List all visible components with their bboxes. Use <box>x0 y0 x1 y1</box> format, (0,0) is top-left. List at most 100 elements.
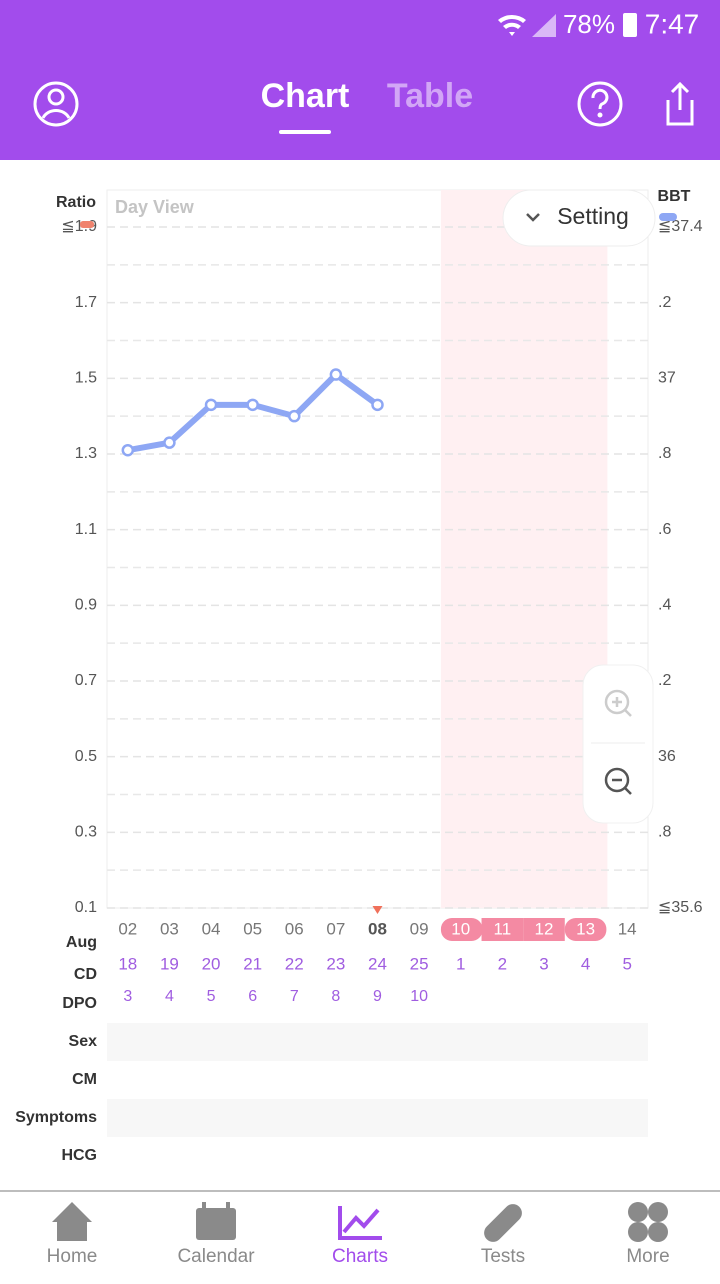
cd-value: 22 <box>285 954 304 973</box>
cd-value: 25 <box>410 954 429 973</box>
row-band <box>107 1023 648 1061</box>
y2-tick-label: .2 <box>658 672 671 689</box>
row-band <box>107 1099 648 1137</box>
tab-table[interactable]: Table <box>387 77 473 115</box>
home-icon <box>52 1202 92 1241</box>
dpo-label: DPO <box>62 995 97 1012</box>
date-label: 08 <box>368 919 387 938</box>
cd-value: 5 <box>622 954 631 973</box>
date-label: 11 <box>494 919 512 938</box>
dpo-value: 3 <box>123 988 132 1005</box>
period-pill <box>440 918 483 941</box>
bbt-legend-swatch <box>659 213 677 221</box>
y-tick-label: 1.3 <box>75 445 97 462</box>
cd-value: 23 <box>326 954 345 973</box>
bottom-nav: Home Calendar Charts Tests More <box>47 1246 670 1267</box>
cd-value: 3 <box>539 954 548 973</box>
row-label: Sex <box>69 1033 98 1050</box>
clock: 7:47 <box>645 8 700 39</box>
y2-tick-label: ≦35.6 <box>658 899 703 916</box>
y2-tick-label: .4 <box>658 597 671 614</box>
ratio-legend-swatch <box>80 221 94 228</box>
cd-value: 18 <box>118 954 137 973</box>
dpo-value: 9 <box>373 988 382 1005</box>
plot: ≦1.91.71.51.31.10.90.70.50.30.1≦37.4.237… <box>61 190 703 916</box>
y-tick-label: 0.9 <box>75 597 97 614</box>
row-label: HCG <box>61 1147 97 1164</box>
date-label: 09 <box>410 919 429 938</box>
period-band <box>440 190 608 908</box>
nav-label[interactable]: Calendar <box>177 1246 255 1267</box>
y-tick-label: 0.7 <box>75 672 97 689</box>
calendar-icon <box>196 1202 236 1240</box>
dpo-value: 7 <box>290 988 299 1005</box>
y2-axis-label: BBT <box>658 188 691 205</box>
y-tick-label: 0.3 <box>75 824 97 841</box>
cd-value: 24 <box>368 954 387 973</box>
help-button[interactable] <box>577 81 623 127</box>
cd-value: 4 <box>581 954 590 973</box>
more-icon <box>628 1202 668 1242</box>
row-label: CM <box>72 1071 97 1088</box>
battery-text: 78% <box>563 9 615 39</box>
record-rows: AugCDDPO02183031940420505216062270723808… <box>15 918 648 1164</box>
y2-tick-label: 37 <box>658 370 676 387</box>
ratio-point <box>246 398 259 412</box>
cd-value: 20 <box>202 954 221 973</box>
y-tick-label: 0.1 <box>75 899 97 916</box>
y2-tick-label: .8 <box>658 824 671 841</box>
dpo-value: 5 <box>207 988 216 1005</box>
nav-icons <box>52 1202 668 1242</box>
nav-label[interactable]: More <box>626 1246 669 1267</box>
tests-icon <box>484 1204 522 1242</box>
date-label: 03 <box>160 919 179 938</box>
dpo-value: 4 <box>165 988 174 1005</box>
dpo-value: 10 <box>410 988 428 1005</box>
signal-icon <box>532 14 556 37</box>
date-label: 04 <box>202 919 221 938</box>
cd-value: 19 <box>160 954 179 973</box>
y2-tick-label: .2 <box>658 294 671 311</box>
zoom-in[interactable] <box>604 689 632 717</box>
zoom-out[interactable] <box>604 767 632 795</box>
y-tick-label: 1.7 <box>75 294 97 311</box>
cd-value: 1 <box>456 954 465 973</box>
y-tick-label: 0.5 <box>75 748 97 765</box>
charts-icon <box>338 1206 382 1240</box>
y2-tick-label: 36 <box>658 748 676 765</box>
ratio-point <box>163 436 176 449</box>
tab-indicator <box>279 130 331 134</box>
setting-button[interactable]: Setting <box>502 189 656 247</box>
y-tick-label: 1.1 <box>75 521 97 538</box>
dpo-value: 8 <box>331 988 340 1005</box>
profile-button[interactable] <box>33 81 79 127</box>
date-label: 02 <box>118 919 137 938</box>
zoom-panel <box>582 664 654 824</box>
period-pill <box>523 918 565 941</box>
date-label: 14 <box>618 919 637 938</box>
period-pill <box>564 918 607 941</box>
ratio-point <box>371 398 384 412</box>
y2-tick-label: ≦37.4 <box>658 218 703 235</box>
period-pill <box>481 918 524 941</box>
row-label: Symptoms <box>15 1109 97 1126</box>
today-marker <box>372 906 383 914</box>
ratio-point <box>329 368 343 381</box>
ratio-point <box>121 443 135 457</box>
ratio-point <box>288 409 301 423</box>
tab-chart[interactable]: Chart <box>261 77 350 115</box>
nav-label[interactable]: Tests <box>481 1246 525 1267</box>
y-tick-label: 1.5 <box>75 370 97 387</box>
header-bar <box>0 0 720 160</box>
wifi-icon <box>498 14 526 36</box>
date-label: 07 <box>326 919 345 938</box>
nav-label[interactable]: Home <box>47 1246 98 1267</box>
nav-label[interactable]: Charts <box>332 1246 388 1267</box>
date-label: 05 <box>243 919 262 938</box>
share-button[interactable] <box>666 81 694 126</box>
status-icons <box>498 13 637 37</box>
month-label: Aug <box>66 934 97 951</box>
cd-label: CD <box>74 966 97 983</box>
ratio-point <box>204 398 218 412</box>
